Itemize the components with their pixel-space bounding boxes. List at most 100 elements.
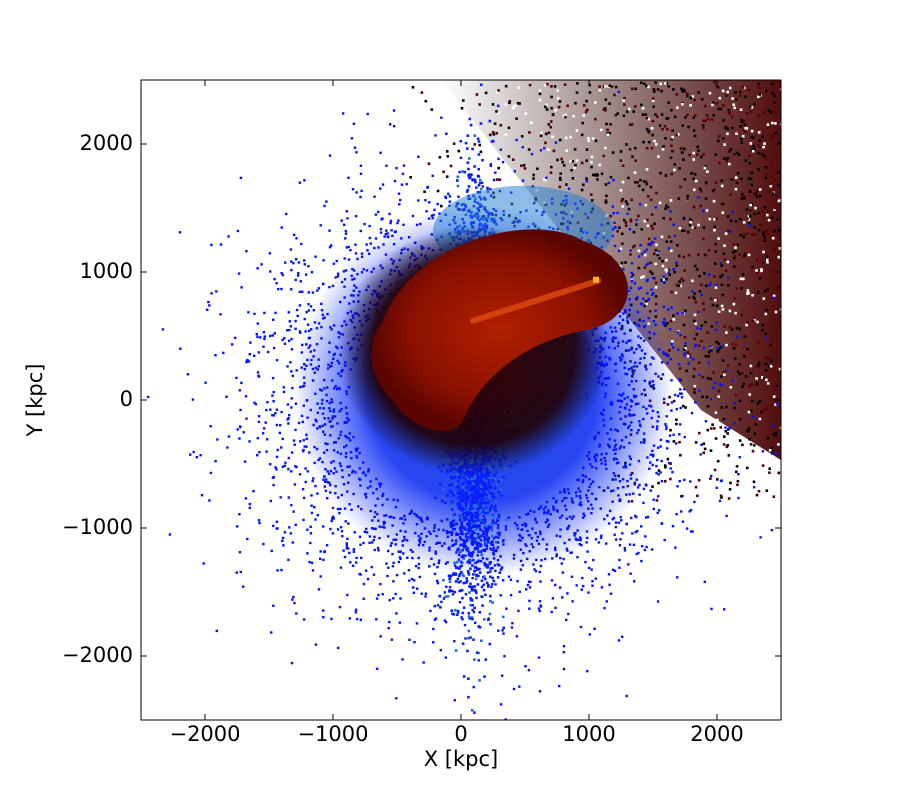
density-cell [446, 595, 450, 598]
density-cell [488, 509, 491, 512]
density-cell [728, 112, 731, 115]
density-cell [459, 532, 462, 536]
density-cell [492, 507, 496, 511]
density-cell [587, 137, 590, 140]
density-cell [569, 135, 572, 139]
density-cell [708, 486, 712, 489]
density-cell [650, 224, 653, 228]
density-cell [777, 199, 781, 203]
density-cell [585, 177, 588, 180]
density-cell [702, 226, 706, 229]
density-cell [624, 200, 628, 203]
density-cell [645, 146, 649, 150]
density-cell [475, 505, 479, 509]
density-cell [740, 141, 743, 144]
density-cell [701, 302, 705, 305]
density-cell [495, 110, 498, 113]
density-cell [558, 138, 562, 142]
density-cell [464, 513, 468, 517]
density-cell [558, 176, 562, 180]
density-cell [667, 85, 671, 88]
density-cell [710, 118, 714, 121]
density-cell [739, 108, 743, 111]
density-cell [652, 99, 655, 102]
density-cell [704, 181, 708, 185]
density-cell [749, 364, 753, 368]
density-cell [707, 350, 711, 354]
density-cell [741, 371, 744, 375]
density-cell [540, 131, 543, 135]
density-cell [484, 524, 487, 527]
density-cell [696, 145, 699, 149]
density-cell [655, 243, 658, 247]
density-cell [500, 494, 503, 497]
density-cell [411, 86, 415, 89]
density-cell [477, 559, 480, 563]
density-cell [483, 561, 486, 565]
density-cell [473, 585, 476, 588]
density-cell [497, 513, 501, 517]
density-cell [751, 149, 755, 153]
density-cell [484, 476, 487, 480]
density-cell [709, 297, 713, 300]
density-cell [761, 464, 765, 467]
density-cell [773, 208, 776, 212]
density-cell [655, 499, 659, 502]
density-cell [646, 218, 649, 222]
density-cell [742, 236, 745, 239]
density-cell [770, 216, 774, 220]
density-cell [598, 163, 601, 167]
density-cell [678, 440, 681, 444]
density-cell [629, 123, 632, 126]
density-cell [479, 150, 483, 154]
density-cell [644, 113, 648, 116]
density-cell [467, 516, 471, 520]
density-cell [694, 179, 698, 183]
density-cell [585, 99, 588, 103]
density-cell [776, 171, 780, 174]
density-cell [469, 538, 472, 542]
density-cell [572, 114, 575, 118]
density-cell [723, 477, 726, 480]
density-cell [704, 284, 708, 288]
density-cell [742, 221, 746, 224]
density-cell [480, 534, 483, 538]
density-cell [675, 93, 679, 96]
density-cell [463, 170, 467, 174]
density-cell [706, 447, 710, 450]
density-cell [738, 327, 741, 331]
density-cell [466, 510, 470, 513]
density-cell [546, 83, 549, 86]
density-cell [453, 491, 457, 495]
density-cell [507, 126, 511, 130]
density-cell [483, 535, 486, 539]
density-cell [488, 133, 492, 137]
density-cell [703, 104, 707, 108]
density-cell [769, 111, 773, 114]
density-cell [522, 164, 526, 167]
density-cell [713, 80, 716, 84]
density-cell [484, 501, 487, 505]
density-cell [624, 221, 628, 224]
density-cell [652, 88, 656, 91]
density-cell [465, 511, 468, 514]
density-cell [723, 244, 726, 247]
density-cell [763, 155, 766, 158]
density-cell [735, 326, 739, 330]
density-cell [719, 346, 722, 349]
density-cell [663, 480, 667, 483]
density-cell [491, 139, 495, 143]
density-cell [467, 185, 471, 188]
density-cell [461, 483, 464, 486]
density-cell [460, 497, 463, 501]
density-cell [465, 492, 469, 496]
density-cell [771, 133, 775, 137]
density-cell [486, 488, 490, 492]
density-cell [678, 167, 681, 170]
density-cell [671, 129, 674, 132]
density-cell [645, 116, 649, 120]
density-cell [759, 194, 762, 198]
density-cell [751, 265, 754, 269]
density-cell [685, 369, 688, 373]
density-cell [486, 484, 489, 488]
